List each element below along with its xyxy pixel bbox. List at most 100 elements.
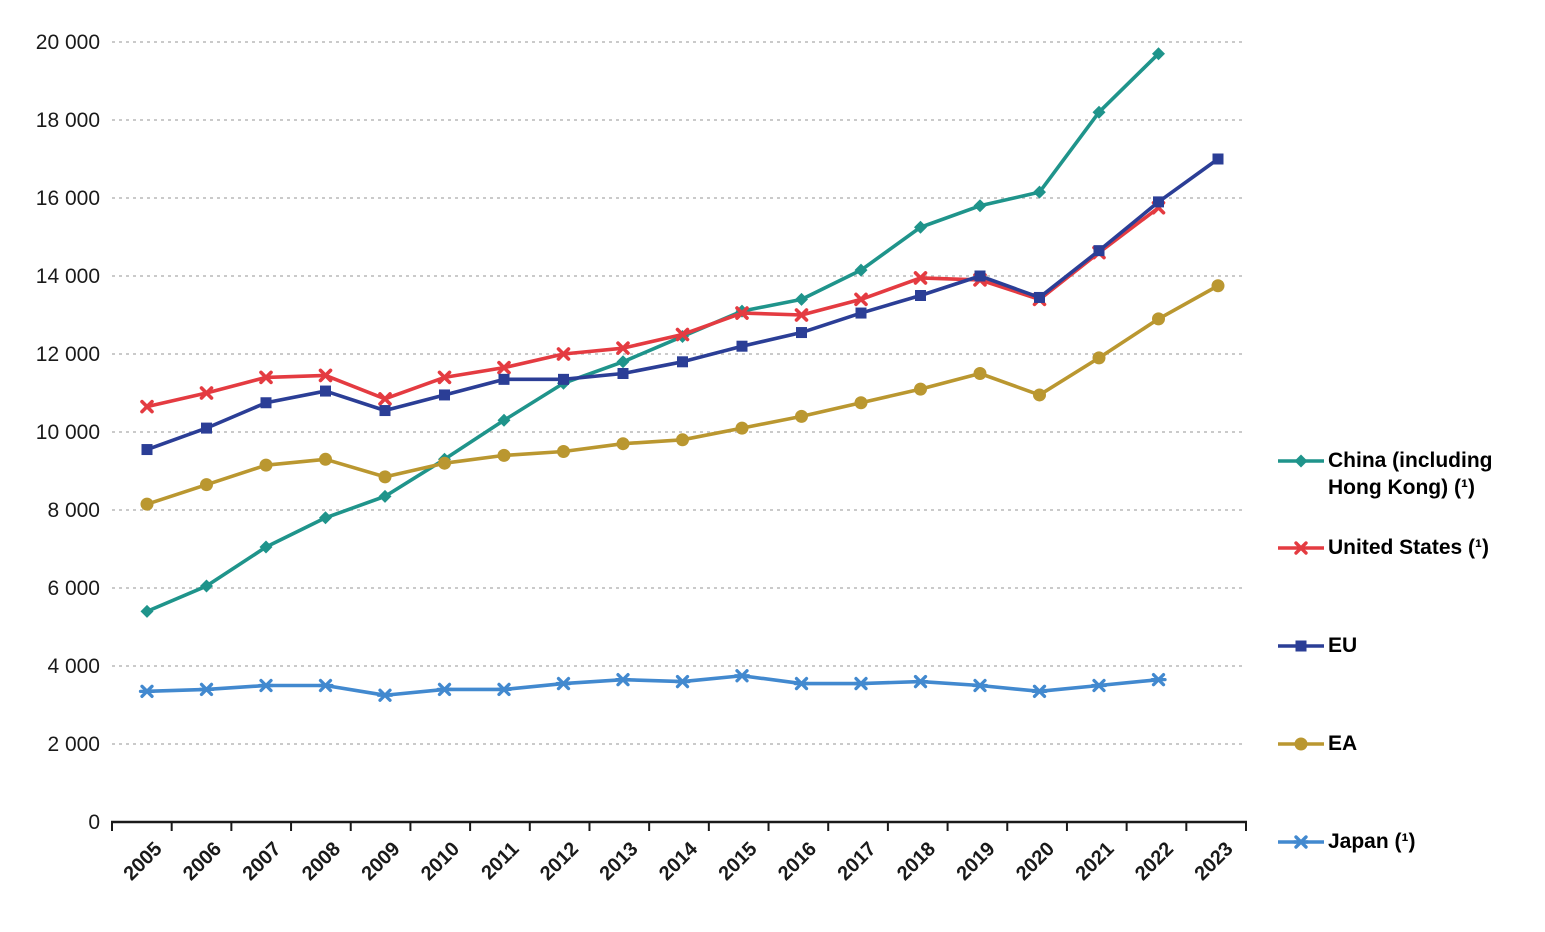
marker bbox=[913, 271, 928, 285]
marker bbox=[1212, 153, 1224, 165]
y-tick-label: 20 000 bbox=[36, 31, 100, 54]
legend-item-ea: EA bbox=[1278, 730, 1357, 757]
legend-item-eu: EU bbox=[1278, 632, 1357, 659]
marker bbox=[319, 452, 332, 466]
x-tick-label: 2013 bbox=[596, 838, 643, 885]
marker bbox=[320, 385, 331, 397]
x-tick-label: 2012 bbox=[536, 838, 583, 885]
marker bbox=[439, 389, 450, 401]
marker bbox=[915, 290, 926, 301]
marker bbox=[973, 367, 987, 380]
marker bbox=[497, 448, 511, 462]
x-tick-label: 2022 bbox=[1131, 838, 1178, 885]
marker bbox=[260, 397, 272, 409]
marker bbox=[795, 409, 808, 423]
y-tick-label: 18 000 bbox=[36, 109, 100, 132]
marker bbox=[973, 199, 987, 213]
x-tick-label: 2007 bbox=[239, 838, 286, 885]
legend-label-china: China (including Hong Kong) (¹) bbox=[1328, 449, 1493, 499]
marker bbox=[736, 340, 748, 352]
marker bbox=[854, 396, 868, 410]
marker bbox=[796, 327, 807, 339]
marker bbox=[677, 356, 688, 368]
marker bbox=[259, 458, 273, 472]
united-states-series-marker-icon bbox=[1278, 541, 1324, 555]
marker bbox=[616, 355, 630, 369]
marker bbox=[259, 540, 273, 554]
x-tick-label: 2023 bbox=[1191, 838, 1238, 885]
legend-label-ea: EA bbox=[1328, 732, 1358, 755]
x-tick-label: 2016 bbox=[774, 838, 821, 885]
marker bbox=[497, 413, 511, 427]
marker bbox=[914, 220, 927, 234]
marker bbox=[378, 470, 392, 484]
y-tick-label: 12 000 bbox=[36, 343, 100, 366]
y-tick-label: 14 000 bbox=[36, 265, 100, 288]
y-tick-label: 4 000 bbox=[47, 655, 100, 678]
y-tick-label: 8 000 bbox=[47, 499, 100, 522]
x-tick-label: 2017 bbox=[834, 838, 881, 885]
marker bbox=[1092, 105, 1106, 119]
x-tick-label: 2018 bbox=[893, 838, 940, 885]
china-series-marker-icon bbox=[1278, 454, 1324, 468]
legend-label-united-states: United States (¹) bbox=[1328, 536, 1490, 559]
legend-item-japan: Japan (¹) bbox=[1278, 828, 1416, 855]
marker bbox=[1152, 312, 1165, 326]
marker bbox=[378, 489, 392, 503]
y-tick-label: 16 000 bbox=[36, 187, 100, 210]
marker bbox=[1092, 351, 1106, 365]
legend-label-japan: Japan (¹) bbox=[1328, 830, 1416, 853]
marker bbox=[379, 405, 391, 417]
marker bbox=[616, 341, 630, 355]
marker bbox=[795, 292, 808, 306]
x-tick-label: 2020 bbox=[1012, 838, 1059, 885]
marker bbox=[1034, 291, 1045, 303]
marker bbox=[854, 263, 868, 277]
marker bbox=[497, 360, 511, 375]
marker bbox=[556, 347, 571, 361]
marker bbox=[855, 307, 867, 319]
series-line-eu bbox=[145, 157, 1220, 452]
y-tick-label: 0 bbox=[88, 811, 100, 834]
x-tick-label: 2008 bbox=[298, 838, 345, 885]
marker bbox=[1093, 245, 1105, 257]
marker bbox=[318, 368, 333, 383]
marker bbox=[558, 373, 569, 385]
marker bbox=[1033, 388, 1046, 402]
y-tick-label: 10 000 bbox=[36, 421, 100, 444]
marker bbox=[616, 437, 630, 451]
japan-series-marker-icon bbox=[1278, 835, 1324, 849]
marker bbox=[794, 308, 809, 322]
x-tick-label: 2011 bbox=[477, 838, 523, 884]
marker bbox=[1152, 47, 1165, 61]
marker bbox=[140, 604, 154, 618]
marker bbox=[675, 327, 690, 342]
x-tick-label: 2021 bbox=[1072, 838, 1119, 885]
marker bbox=[438, 456, 451, 470]
x-tick-label: 2014 bbox=[655, 837, 703, 885]
y-tick-label: 6 000 bbox=[47, 577, 100, 600]
marker bbox=[1033, 185, 1046, 199]
marker bbox=[557, 445, 570, 458]
marker bbox=[200, 579, 213, 593]
x-tick-label: 2009 bbox=[358, 838, 405, 885]
eu-series-marker-icon bbox=[1278, 640, 1324, 652]
marker bbox=[259, 370, 273, 385]
marker bbox=[319, 511, 332, 525]
marker bbox=[498, 373, 510, 385]
marker bbox=[1211, 279, 1225, 293]
series-line-united-states- bbox=[145, 205, 1161, 409]
series-line-china-including-hong-kong- bbox=[145, 51, 1161, 614]
y-tick-label: 2 000 bbox=[47, 733, 100, 756]
marker bbox=[1153, 196, 1164, 208]
x-tick-label: 2015 bbox=[715, 838, 762, 885]
legend-item-china: China (including Hong Kong) (¹) bbox=[1278, 447, 1526, 501]
marker bbox=[974, 270, 986, 282]
x-tick-label: 2005 bbox=[120, 838, 167, 885]
marker bbox=[141, 444, 153, 456]
series-line-japan- bbox=[145, 673, 1161, 698]
marker bbox=[735, 421, 749, 435]
marker bbox=[140, 497, 154, 511]
